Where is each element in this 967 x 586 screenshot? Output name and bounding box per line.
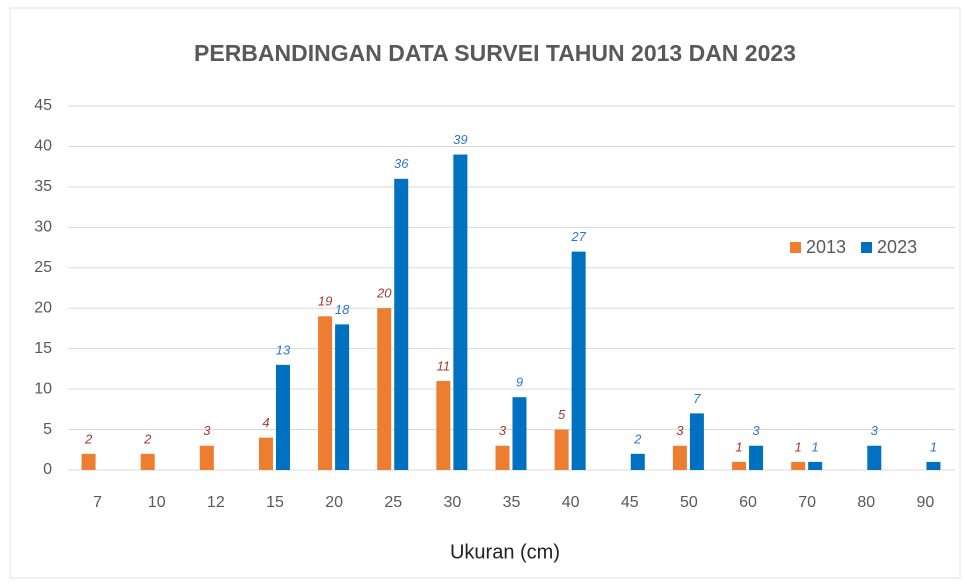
y-tick-label: 30 [34, 219, 52, 236]
bar [749, 445, 764, 470]
x-tick-label: 90 [917, 494, 935, 511]
data-label: 3 [871, 423, 879, 438]
data-label: 3 [499, 423, 507, 438]
x-tick-label: 80 [857, 494, 875, 511]
data-label: 27 [570, 229, 586, 244]
data-label: 11 [437, 358, 451, 373]
bar [453, 154, 468, 471]
bar [140, 453, 155, 470]
x-tick-label: 15 [266, 494, 284, 511]
legend-swatch [861, 242, 873, 253]
data-label: 3 [203, 423, 211, 438]
bar [554, 429, 569, 470]
data-label: 3 [676, 423, 684, 438]
bar [495, 445, 510, 470]
bar [436, 381, 451, 470]
chart-title: PERBANDINGAN DATA SURVEI TAHUN 2013 DAN … [194, 40, 796, 66]
x-tick-label: 10 [148, 494, 166, 511]
data-label: 7 [693, 391, 701, 406]
bar [318, 316, 333, 470]
data-label: 2 [633, 431, 642, 446]
bar [377, 308, 392, 470]
bar [732, 461, 747, 470]
y-tick-label: 20 [34, 299, 52, 316]
bar [394, 178, 409, 471]
bar [867, 445, 882, 470]
data-label: 9 [516, 375, 523, 390]
x-axis-label: Ukuran (cm) [450, 541, 560, 563]
data-label: 5 [558, 407, 566, 422]
bar [571, 251, 586, 470]
x-tick-label: 70 [798, 494, 816, 511]
x-tick-label: 25 [384, 494, 402, 511]
data-label: 19 [318, 294, 332, 309]
bar [689, 413, 704, 470]
y-tick-label: 15 [34, 340, 52, 357]
y-tick-label: 5 [43, 421, 52, 438]
x-tick-label: 20 [325, 494, 343, 511]
data-label: 1 [930, 439, 937, 454]
data-label: 36 [394, 156, 409, 171]
data-label: 1 [735, 439, 742, 454]
x-tick-label: 30 [443, 494, 461, 511]
bar [672, 445, 687, 470]
data-label: 2 [143, 431, 152, 446]
y-tick-label: 0 [43, 461, 52, 478]
x-tick-label: 40 [562, 494, 580, 511]
bar [512, 397, 527, 470]
y-tick-label: 10 [34, 380, 52, 397]
data-label: 3 [752, 423, 760, 438]
data-label: 4 [262, 415, 269, 430]
bar [808, 461, 823, 470]
data-label: 20 [376, 286, 392, 301]
bar [630, 453, 645, 470]
data-label: 39 [453, 132, 467, 147]
y-tick-label: 45 [34, 97, 52, 114]
data-label: 13 [276, 342, 291, 357]
bar [81, 453, 96, 470]
data-label: 18 [335, 302, 350, 317]
x-tick-label: 50 [680, 494, 698, 511]
y-tick-label: 25 [34, 259, 52, 276]
bar [199, 445, 214, 470]
legend-swatch [790, 242, 801, 253]
x-tick-label: 7 [93, 494, 102, 511]
x-tick-label: 12 [207, 494, 225, 511]
bar [926, 461, 941, 470]
bar [258, 437, 273, 470]
chart-frame [9, 7, 961, 579]
legend-label: 2013 [806, 237, 846, 257]
legend-label: 2023 [877, 237, 917, 257]
bar [791, 461, 806, 470]
y-tick-label: 40 [34, 138, 52, 155]
x-tick-label: 60 [739, 494, 757, 511]
x-tick-label: 45 [621, 494, 639, 511]
data-label: 2 [84, 431, 93, 446]
y-tick-label: 35 [34, 178, 52, 195]
bar [335, 324, 350, 470]
data-label: 1 [795, 439, 802, 454]
data-label: 1 [812, 439, 819, 454]
x-tick-label: 35 [503, 494, 521, 511]
bar [275, 364, 290, 470]
